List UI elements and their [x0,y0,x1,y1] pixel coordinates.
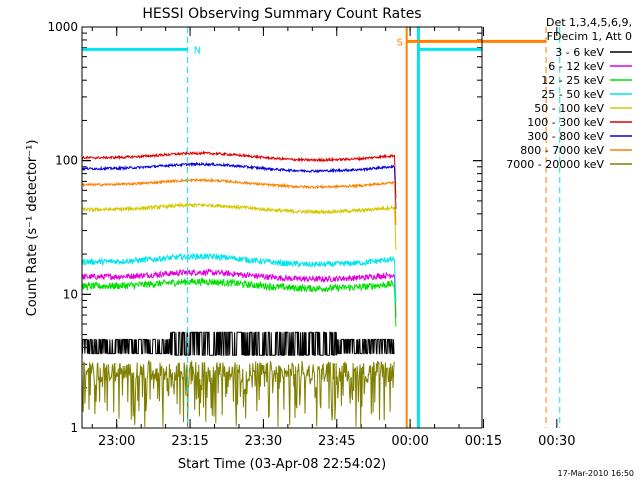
legend-label: 25 - 50 keV [541,88,604,101]
x-tick-label: 00:15 [465,434,502,449]
series-line [81,331,395,356]
series-line [81,150,397,199]
legend-label: 3 - 6 keV [555,46,604,59]
legend-header-line-1: Det 1,3,4,5,6,9, [546,16,632,29]
x-tick-label: 23:45 [318,434,355,449]
annotation-s: S [397,37,403,48]
plot-frame [81,26,483,429]
legend-label: 12 - 25 keV [541,74,604,87]
y-tick-label: 1000 [47,20,78,34]
legend-label: 300 - 800 keV [527,130,604,143]
annotation-n: N [194,45,201,56]
x-axis-label: Start Time (03-Apr-08 22:54:02) [178,457,386,472]
x-tick-label: 23:00 [98,434,135,449]
series-line [81,177,397,226]
y-tick-label: 10 [63,287,78,301]
y-tick-label: 100 [55,154,78,168]
legend-label: 800 - 7000 keV [520,144,604,157]
series-line [81,359,395,427]
series-line [81,161,397,210]
series-line [81,277,397,327]
x-tick-label: 23:30 [245,434,282,449]
series-line [81,202,397,250]
legend-header-line-2: FDecim 1, Att 0 [547,30,632,43]
legend-label: 7000 - 20000 keV [506,158,604,171]
chart-title: HESSI Observing Summary Count Rates [142,6,421,22]
y-axis-label: Count Rate (s⁻¹ detector⁻¹) [25,140,40,317]
legend-label: 100 - 300 keV [527,116,604,129]
x-tick-label: 23:15 [171,434,208,449]
plot-area: 1 10 100 1000 23:00 23:15 23:30 23:45 00:00 00:15… [47,20,575,449]
series-line [81,252,397,303]
footer-timestamp: 17-Mar-2010 16:50 [558,469,635,478]
x-tick-label: 00:00 [391,434,428,449]
legend-label: 50 - 100 keV [534,102,604,115]
y-tick-label: 1 [70,421,78,435]
legend-label: 6 - 12 keV [548,60,604,73]
series-line [81,267,397,318]
x-tick-label: 00:30 [538,434,575,449]
